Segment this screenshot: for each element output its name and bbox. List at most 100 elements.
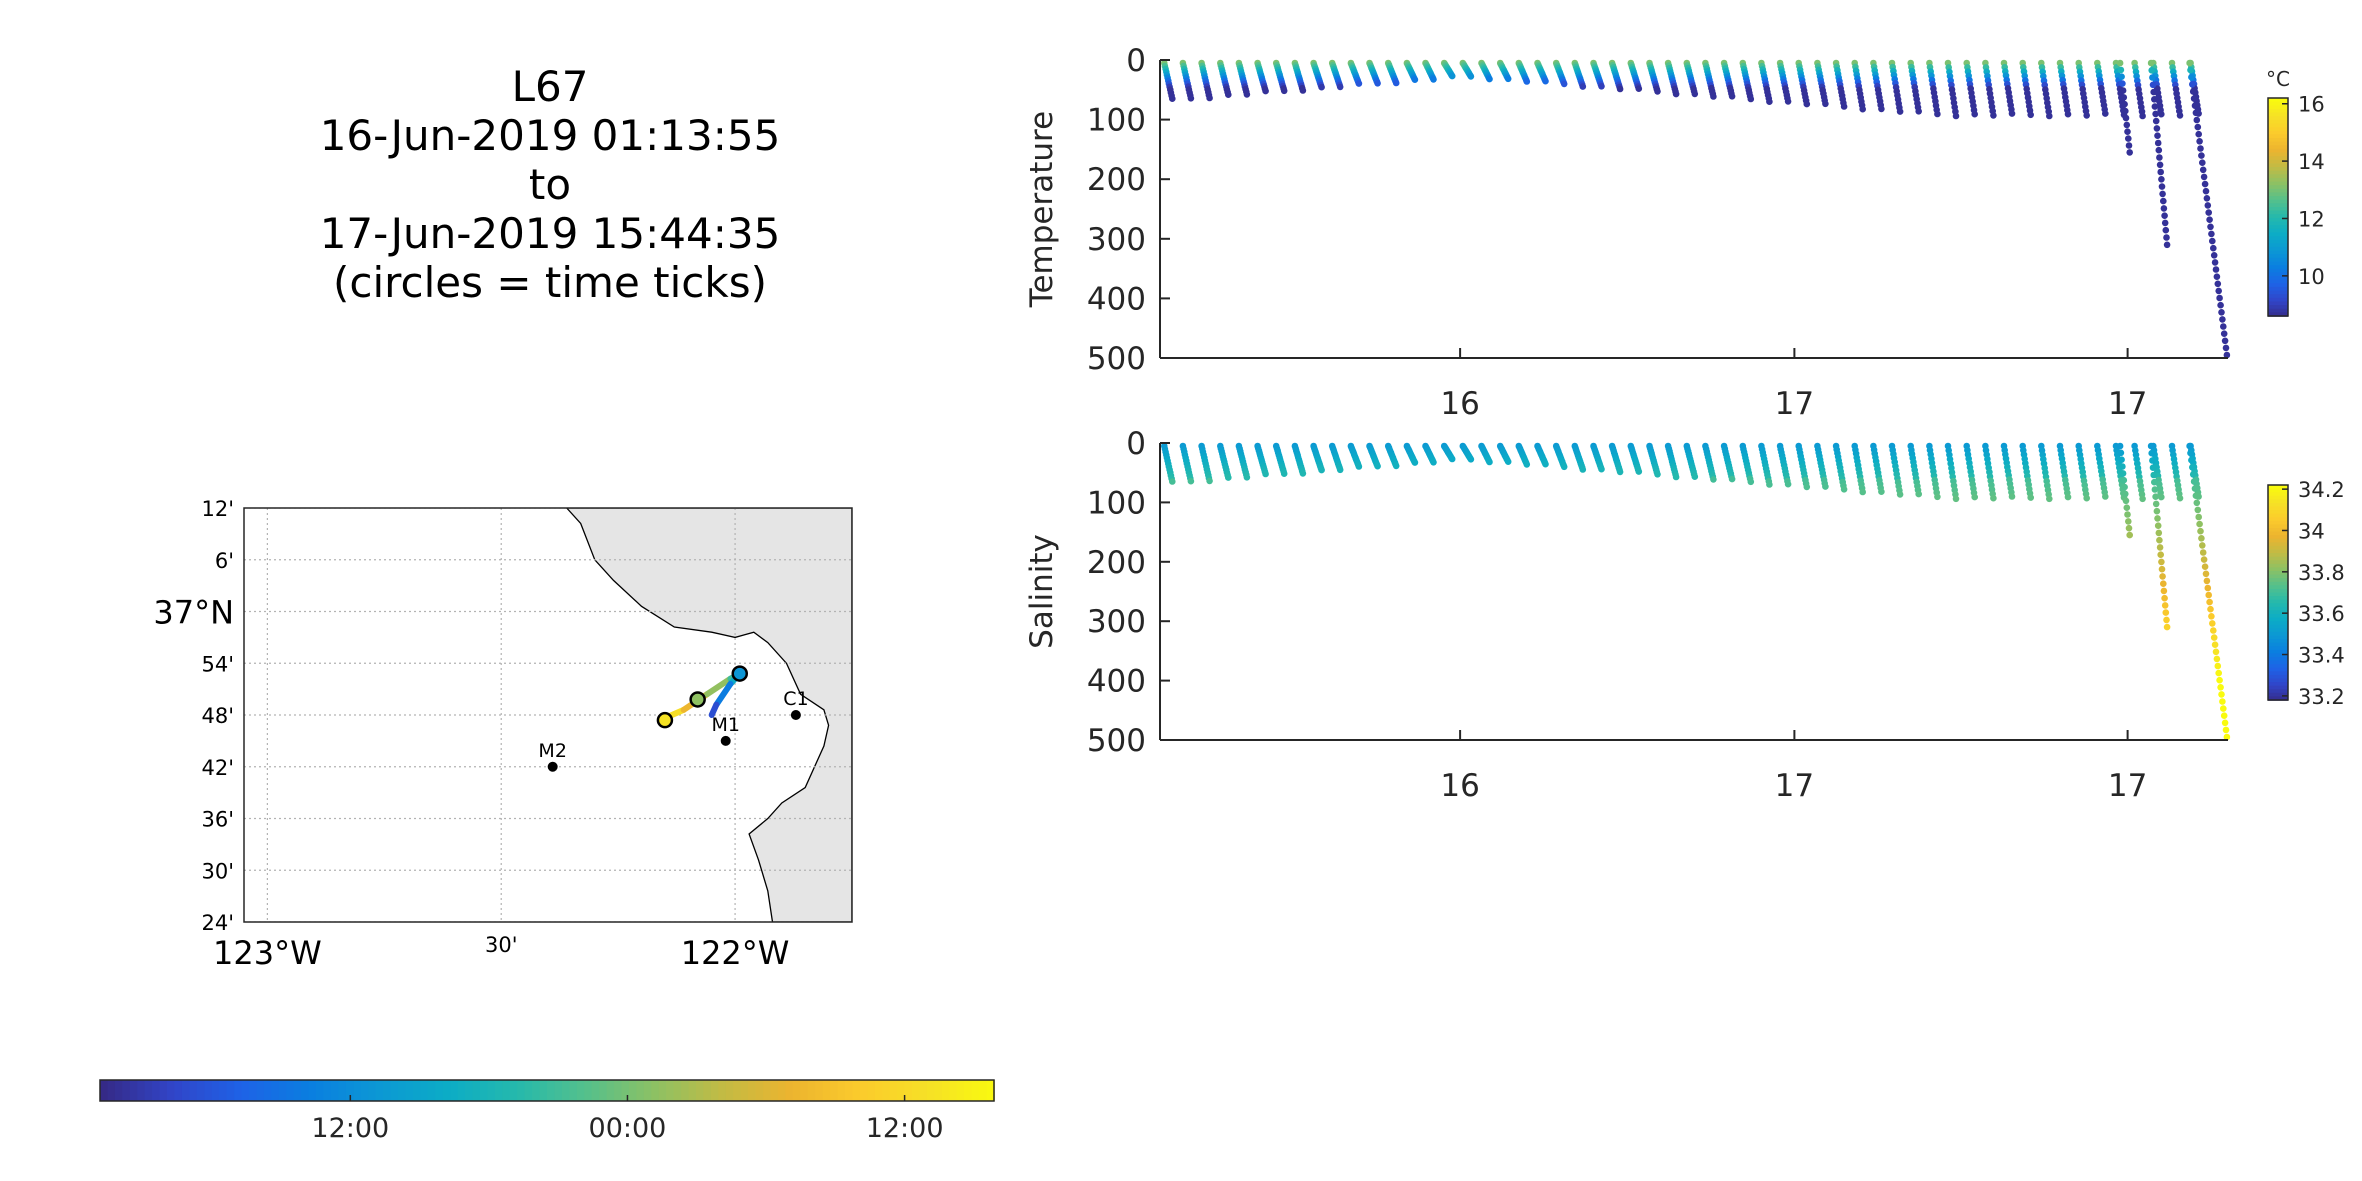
temperature-section: 0 100 200 300 400 500 16 17 17 Temperature (1024, 43, 2231, 422)
x-tick-label: 17 (1775, 386, 1814, 422)
profile-point (1710, 93, 1717, 100)
colorbar-segment (874, 1080, 884, 1101)
colorbar-segment (2268, 553, 2288, 558)
profile-point (1486, 75, 1493, 83)
profile-point (2156, 536, 2163, 544)
profile-point (2189, 88, 2197, 95)
profile-point (2219, 698, 2226, 705)
colorbar-segment (129, 1080, 139, 1101)
profile-point (1336, 83, 1344, 91)
profile-point (2046, 112, 2053, 120)
profile-point (2161, 594, 2168, 602)
salinity-section: 0 100 200 300 400 500 16 17 17 Salinity (1024, 426, 2231, 804)
colorbar-segment (852, 1080, 861, 1101)
colorbar-segment (167, 1080, 176, 1101)
colorbar-segment (979, 1080, 988, 1101)
profile-point (2219, 316, 2226, 323)
profile-point (2119, 80, 2126, 87)
profile-point (2222, 726, 2230, 734)
colorbar-tick-label: 16 (2298, 93, 2325, 117)
profile-point (2161, 212, 2168, 219)
colorbar-segment (703, 1080, 712, 1101)
profile-point (2027, 494, 2034, 501)
profile-point (1169, 478, 1176, 485)
colorbar-segment (606, 1080, 615, 1101)
colorbar-segment (390, 1080, 399, 1101)
colorbar-segment (338, 1080, 347, 1101)
profile-point (2216, 294, 2223, 302)
colorbar-segment (226, 1080, 235, 1101)
x-tick-label: 16 (1440, 386, 1479, 422)
profile-point (2192, 492, 2200, 500)
colorbar-segment (2268, 112, 2288, 117)
profile-point (2162, 609, 2170, 616)
profile-point (1430, 76, 1437, 83)
profile-point (1971, 110, 1978, 118)
profile-point (1169, 95, 1176, 102)
colorbar-tick-label: 12:00 (311, 1113, 389, 1144)
colorbar-segment (2268, 506, 2288, 511)
profile-point (2120, 94, 2128, 101)
profile-point (2201, 563, 2209, 570)
y-tick-label: 100 (1087, 103, 1146, 139)
profile-point (2160, 205, 2168, 212)
profile-point (2211, 259, 2219, 266)
profile-point (2208, 230, 2215, 238)
profile-point (2222, 344, 2230, 352)
colorbar-segment (2268, 203, 2288, 208)
map-lon-label: 122°W (681, 934, 790, 972)
profile-point (2154, 522, 2162, 529)
profile-point (2124, 128, 2131, 135)
profile-point (2122, 497, 2130, 505)
colorbar-segment (450, 1080, 459, 1101)
profile-point (2215, 669, 2222, 677)
map-frame (243, 507, 853, 923)
profile-point (2102, 110, 2109, 117)
colorbar-segment (2268, 101, 2288, 107)
colorbar-segment (2268, 567, 2288, 572)
profile-point (2121, 100, 2128, 108)
profile-point (2163, 234, 2170, 241)
profile-point (2221, 719, 2229, 727)
profile-point (2123, 504, 2131, 512)
profile-point (2194, 506, 2202, 514)
profile-point (2148, 449, 2155, 457)
colorbar-segment (666, 1080, 675, 1101)
colorbar-segment (2268, 152, 2288, 157)
profile-point (2083, 112, 2090, 119)
colorbar-segment (2268, 137, 2288, 143)
colorbar-segment (316, 1080, 325, 1101)
y-axis-label: Temperature (1024, 111, 1060, 308)
colorbar-segment (971, 1080, 980, 1101)
colorbar-segment (2268, 159, 2288, 165)
profile-point (1206, 94, 1213, 102)
y-tick-label: 200 (1087, 162, 1146, 198)
profile-point (2120, 476, 2128, 484)
map-content: M2 M1 C1 (244, 508, 852, 922)
profile-point (2139, 495, 2146, 503)
profile-point (2151, 103, 2159, 110)
colorbar-segment (2268, 574, 2288, 579)
station-marker (790, 710, 801, 720)
profile-point (2162, 226, 2170, 234)
profile-point (2119, 470, 2127, 477)
profile-point (1896, 108, 1904, 115)
profile-point (1486, 458, 1493, 466)
colorbar-segment (2268, 578, 2288, 583)
map-lon-label: 30' (485, 933, 518, 957)
profile-point (2191, 485, 2199, 492)
colorbar-segment (2268, 177, 2288, 183)
profile-point (2194, 123, 2202, 131)
colorbar-segment (271, 1080, 280, 1101)
profile-point (2152, 110, 2159, 118)
colorbar-tick-label: 00:00 (589, 1113, 667, 1144)
colorbar-segment (919, 1080, 928, 1101)
colorbar-tick-label: 33.2 (2298, 685, 2345, 709)
colorbar-segment (584, 1080, 593, 1101)
colorbar-segment (2268, 214, 2288, 219)
colorbar-segment (532, 1080, 541, 1101)
profile-point (2156, 544, 2164, 551)
profile-point (2200, 556, 2208, 563)
colorbar-segment (2268, 563, 2288, 569)
colorbar-segment (472, 1080, 481, 1101)
